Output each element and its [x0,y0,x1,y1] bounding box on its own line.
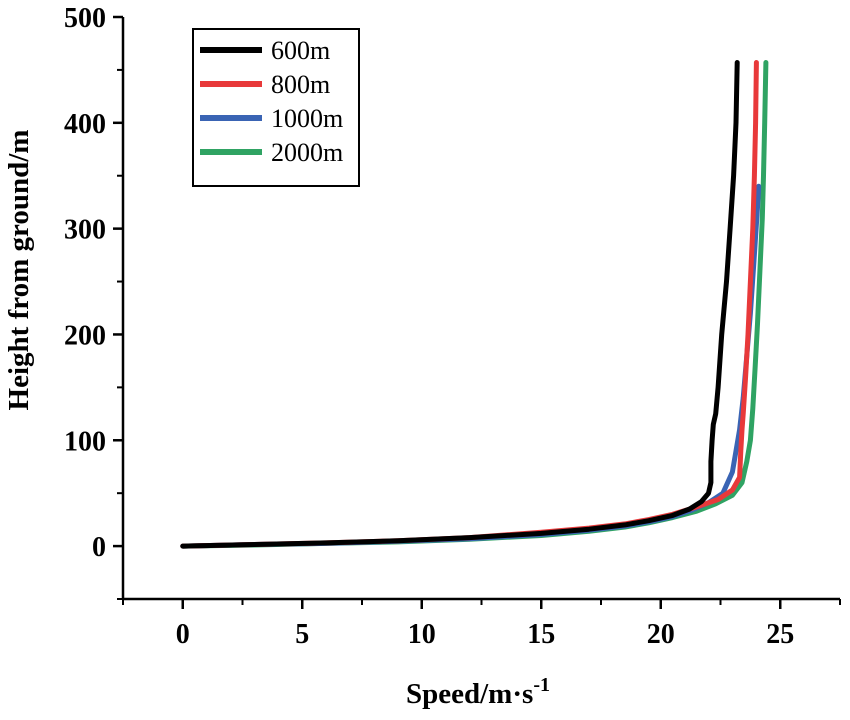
axes: 0 100 200 300 400 500 0 5 10 15 20 25 [64,3,841,650]
y-tick-label: 300 [64,215,106,246]
x-tick-label: 20 [647,619,675,650]
legend-label-1000m: 1000m [271,104,343,133]
series-line-1000m [180,183,762,549]
series-line-600m [180,60,740,549]
y-tick-label: 200 [64,320,106,351]
legend-label-800m: 800m [271,70,330,99]
legend-box [192,28,360,187]
x-axis-title-text: Speed/m·s [406,678,533,710]
x-tick-label: 5 [295,619,309,650]
x-axis-title-superscript: -1 [533,674,550,696]
x-tick-label: 25 [766,619,794,650]
x-axis-title: Speed/m·s-1 [406,674,550,710]
x-tick-label: 0 [176,619,190,650]
plot-series [180,60,769,549]
y-tick-label: 400 [64,109,106,140]
x-tick-label: 15 [527,619,555,650]
legend-label-600m: 600m [271,36,330,65]
y-tick-label: 100 [64,426,106,457]
y-tick-label: 500 [64,3,106,34]
legend-label-2000m: 2000m [271,138,343,167]
x-tick-label: 10 [408,619,436,650]
y-axis-title: Height from ground/m [3,130,35,411]
legend: 600m 800m 1000m 2000m [192,28,360,187]
y-tick-label: 0 [92,532,106,563]
